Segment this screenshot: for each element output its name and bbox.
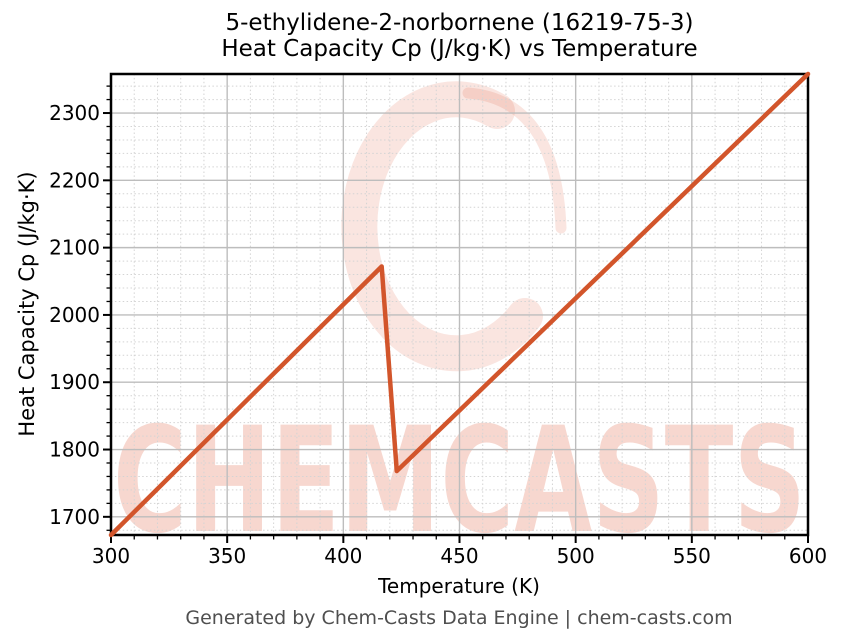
chart-title-line1: 5-ethylidene-2-norbornene (16219-75-3) xyxy=(225,10,694,36)
y-tick-label: 1900 xyxy=(49,370,100,394)
y-tick-label: 2000 xyxy=(49,303,100,327)
data-line-heat-capacity xyxy=(108,71,811,538)
x-tick-label: 300 xyxy=(92,544,130,568)
x-tick-label: 500 xyxy=(557,544,595,568)
y-tick-label: 2300 xyxy=(49,101,100,125)
x-tick-label: 600 xyxy=(789,544,827,568)
y-tick-label: 2100 xyxy=(49,236,100,260)
x-tick-label: 400 xyxy=(324,544,362,568)
y-tick-label: 1700 xyxy=(49,505,100,529)
y-tick-label: 2200 xyxy=(49,168,100,192)
chart-title-line2: Heat Capacity Cp (J/kg·K) vs Temperature xyxy=(221,36,698,62)
x-tick-label: 350 xyxy=(208,544,246,568)
footer-credit: Generated by Chem-Casts Data Engine | ch… xyxy=(185,607,733,629)
watermark-logo-swoosh-icon xyxy=(462,87,567,234)
x-axis-label: Temperature (K) xyxy=(378,574,540,598)
y-tick-label: 1800 xyxy=(49,438,100,462)
chart-title: 5-ethylidene-2-norbornene (16219-75-3) H… xyxy=(111,10,808,62)
x-tick-label: 450 xyxy=(440,544,478,568)
watermark-logo-c-icon xyxy=(341,81,543,372)
x-tick-label: 550 xyxy=(673,544,711,568)
y-axis-label: Heat Capacity Cp (J/kg·K) xyxy=(15,171,39,437)
